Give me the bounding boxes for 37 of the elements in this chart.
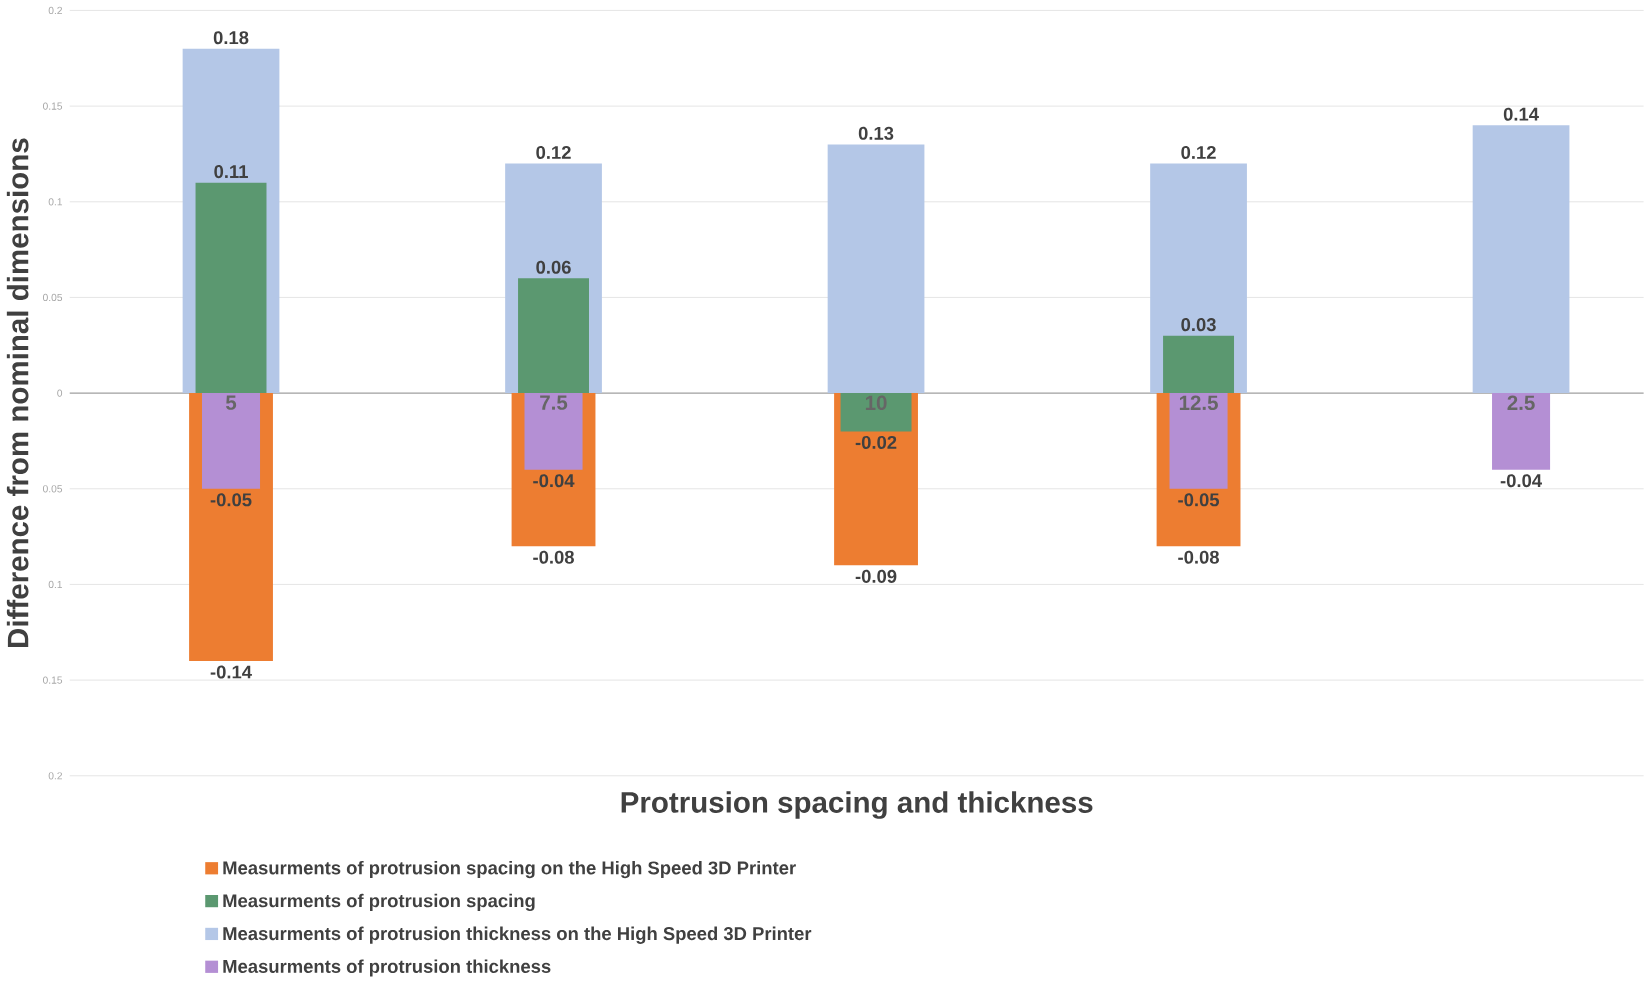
data-label: 0.12 <box>1181 145 1216 159</box>
data-label: 0.14 <box>1503 107 1539 121</box>
x-tick-label: 12.5 <box>1179 395 1218 411</box>
data-label: 0.11 <box>214 165 248 179</box>
bar <box>524 393 583 470</box>
data-label: -0.04 <box>533 474 575 488</box>
x-axis-title: Protrusion spacing and thickness <box>621 791 1093 819</box>
x-tick-label: 2.5 <box>1507 395 1535 411</box>
bar <box>1169 393 1228 489</box>
bar <box>840 393 912 432</box>
x-tick-label: 7.5 <box>540 395 568 410</box>
bar <box>1492 393 1551 470</box>
bar <box>518 278 589 394</box>
data-label: -0.14 <box>210 665 252 679</box>
bar <box>827 144 925 394</box>
data-label: -0.09 <box>855 569 897 583</box>
bar <box>201 393 261 489</box>
x-tick-label: 5 <box>225 395 237 410</box>
data-label: -0.05 <box>210 493 252 507</box>
bar <box>1472 125 1570 394</box>
data-label: -0.05 <box>1178 493 1220 507</box>
y-axis-title: Difference from nominal dimensions <box>6 138 29 647</box>
data-label: 0.13 <box>858 126 894 140</box>
data-label: -0.02 <box>855 435 897 449</box>
bar <box>1163 335 1235 394</box>
legend-label: Measurments of protrusion spacing on the High Speed 3D Printer <box>223 860 796 879</box>
data-label: 0.06 <box>536 260 571 274</box>
data-label: 0.18 <box>213 31 249 45</box>
data-label: -0.04 <box>1500 474 1542 488</box>
legend-label: Measurments of protrusion spacing <box>223 893 535 912</box>
legend-label: Measurments of protrusion thickness on the High Speed 3D Printer <box>223 926 812 944</box>
legend-label: Measurments of protrusion thickness <box>223 959 551 977</box>
data-label: 0.03 <box>1181 318 1216 332</box>
bar <box>195 182 267 394</box>
data-label: 0.12 <box>536 145 571 159</box>
data-label: -0.08 <box>1178 550 1220 564</box>
data-label: -0.08 <box>533 550 574 564</box>
